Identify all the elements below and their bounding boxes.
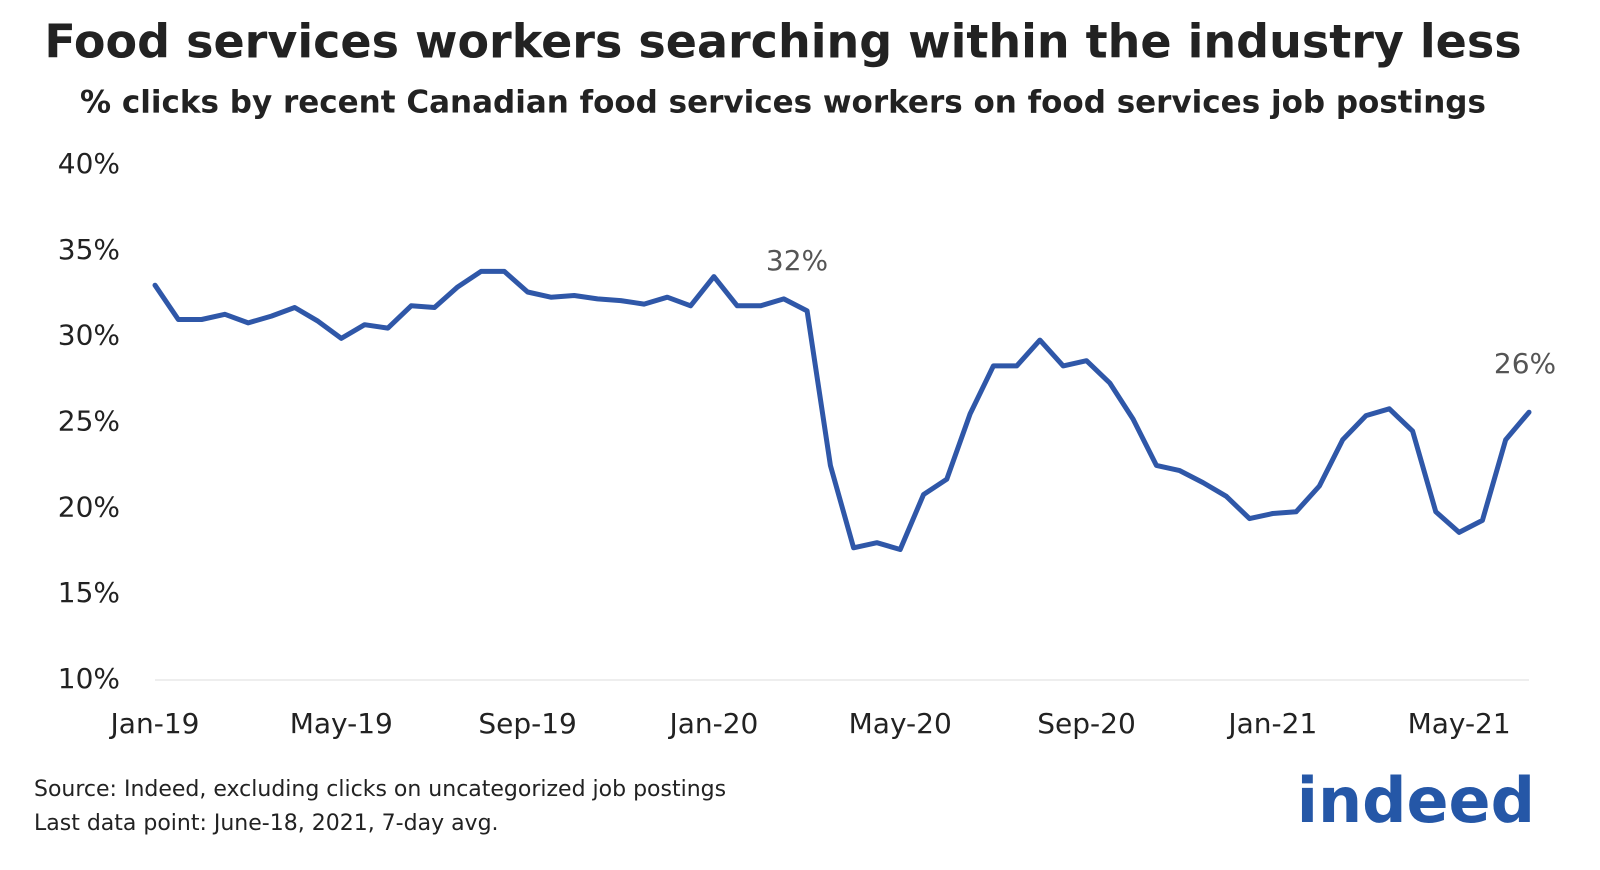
y-tick-label: 20%: [58, 490, 120, 523]
y-tick-label: 25%: [58, 405, 120, 438]
x-tick-label: Jan-20: [667, 707, 758, 740]
x-tick-label: Sep-20: [1037, 707, 1136, 740]
chart-title: Food services workers searching within t…: [44, 15, 1521, 69]
x-tick-label: Sep-19: [478, 707, 577, 740]
logo: indeed: [1297, 764, 1535, 837]
annotation: 26%: [1494, 347, 1556, 380]
y-tick-label: 15%: [58, 576, 120, 609]
x-tick-label: May-19: [290, 707, 393, 740]
data-line: [152, 268, 1532, 552]
footnote: Last data point: June-18, 2021, 7-day av…: [34, 811, 499, 836]
x-tick-label: May-21: [1408, 707, 1511, 740]
y-tick-label: 35%: [58, 233, 120, 266]
x-tick-label: Jan-21: [1226, 707, 1317, 740]
x-tick-label: May-20: [849, 707, 952, 740]
x-tick-label: Jan-19: [109, 707, 200, 740]
source-note: Source: Indeed, excluding clicks on unca…: [34, 777, 726, 802]
annotation: 32%: [766, 244, 828, 277]
y-tick-label: 30%: [58, 319, 120, 352]
chart-subtitle: % clicks by recent Canadian food service…: [80, 85, 1486, 121]
y-tick-label: 10%: [58, 662, 120, 695]
y-tick-label: 40%: [58, 147, 120, 180]
